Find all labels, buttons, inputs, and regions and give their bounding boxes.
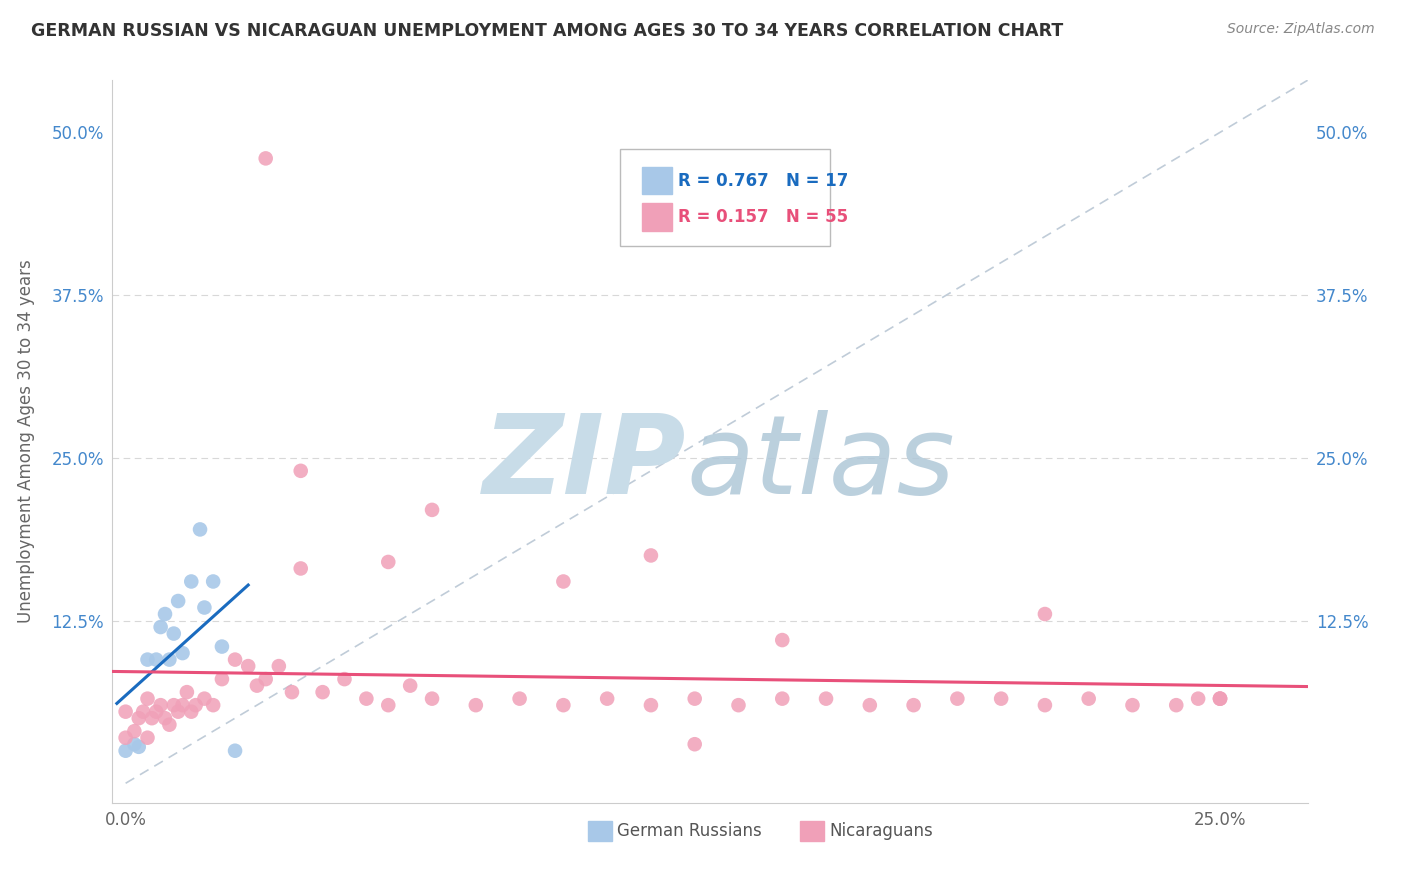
Point — [211, 640, 233, 654]
Point — [238, 659, 260, 673]
Point — [114, 731, 136, 745]
Point — [193, 691, 215, 706]
Point — [1077, 691, 1099, 706]
Point — [145, 652, 167, 666]
Point — [157, 652, 180, 666]
Point — [683, 737, 706, 751]
Point — [859, 698, 882, 713]
Point — [149, 620, 172, 634]
Point — [1209, 691, 1232, 706]
Point — [176, 685, 198, 699]
Point — [211, 672, 233, 686]
Point — [683, 691, 706, 706]
Point — [903, 698, 925, 713]
Point — [180, 705, 202, 719]
Point — [254, 152, 277, 166]
Text: GERMAN RUSSIAN VS NICARAGUAN UNEMPLOYMENT AMONG AGES 30 TO 34 YEARS CORRELATION : GERMAN RUSSIAN VS NICARAGUAN UNEMPLOYMEN… — [31, 22, 1063, 40]
Point — [377, 555, 399, 569]
Point — [163, 626, 186, 640]
Point — [727, 698, 749, 713]
Point — [311, 685, 333, 699]
Point — [290, 464, 312, 478]
Point — [136, 731, 159, 745]
Point — [1187, 691, 1209, 706]
Point — [1166, 698, 1188, 713]
Point — [1033, 607, 1056, 621]
Point — [553, 574, 575, 589]
Bar — [588, 821, 612, 841]
Point — [141, 711, 163, 725]
Text: Nicaraguans: Nicaraguans — [830, 822, 934, 840]
Point — [167, 594, 190, 608]
Point — [202, 698, 225, 713]
Point — [128, 739, 150, 754]
Point — [420, 503, 443, 517]
Point — [172, 646, 194, 660]
Point — [1209, 691, 1232, 706]
Point — [149, 698, 172, 713]
Point — [946, 691, 969, 706]
Point — [193, 600, 215, 615]
Point — [990, 691, 1012, 706]
Point — [172, 698, 194, 713]
Text: Source: ZipAtlas.com: Source: ZipAtlas.com — [1227, 22, 1375, 37]
Point — [163, 698, 186, 713]
Point — [136, 652, 159, 666]
Point — [124, 737, 146, 751]
Point — [136, 691, 159, 706]
Point — [167, 705, 190, 719]
Text: R = 0.767   N = 17: R = 0.767 N = 17 — [678, 172, 848, 190]
Point — [188, 523, 211, 537]
Point — [815, 691, 838, 706]
Point — [128, 711, 150, 725]
Point — [420, 691, 443, 706]
Point — [553, 698, 575, 713]
Point — [399, 679, 422, 693]
Point — [132, 705, 155, 719]
Point — [333, 672, 356, 686]
Y-axis label: Unemployment Among Ages 30 to 34 years: Unemployment Among Ages 30 to 34 years — [17, 260, 35, 624]
Point — [180, 574, 202, 589]
FancyBboxPatch shape — [620, 149, 830, 246]
Point — [596, 691, 619, 706]
Point — [224, 744, 246, 758]
Point — [267, 659, 290, 673]
Point — [114, 744, 136, 758]
Point — [377, 698, 399, 713]
Point — [224, 652, 246, 666]
Point — [640, 698, 662, 713]
Point — [254, 672, 277, 686]
Point — [640, 549, 662, 563]
Text: R = 0.157   N = 55: R = 0.157 N = 55 — [678, 208, 848, 226]
Text: German Russians: German Russians — [617, 822, 762, 840]
Point — [1033, 698, 1056, 713]
Point — [1209, 691, 1232, 706]
Point — [114, 705, 136, 719]
Text: atlas: atlas — [686, 409, 955, 516]
Point — [153, 607, 176, 621]
Point — [464, 698, 486, 713]
Point — [246, 679, 269, 693]
Point — [157, 717, 180, 731]
Point — [356, 691, 378, 706]
Point — [281, 685, 304, 699]
Point — [770, 633, 793, 648]
Point — [290, 561, 312, 575]
Point — [184, 698, 207, 713]
Point — [124, 724, 146, 739]
Bar — [643, 167, 672, 194]
Point — [770, 691, 793, 706]
Bar — [643, 203, 672, 230]
Point — [145, 705, 167, 719]
Bar — [800, 821, 824, 841]
Text: ZIP: ZIP — [482, 409, 686, 516]
Point — [509, 691, 531, 706]
Point — [153, 711, 176, 725]
Point — [1121, 698, 1143, 713]
Point — [202, 574, 225, 589]
